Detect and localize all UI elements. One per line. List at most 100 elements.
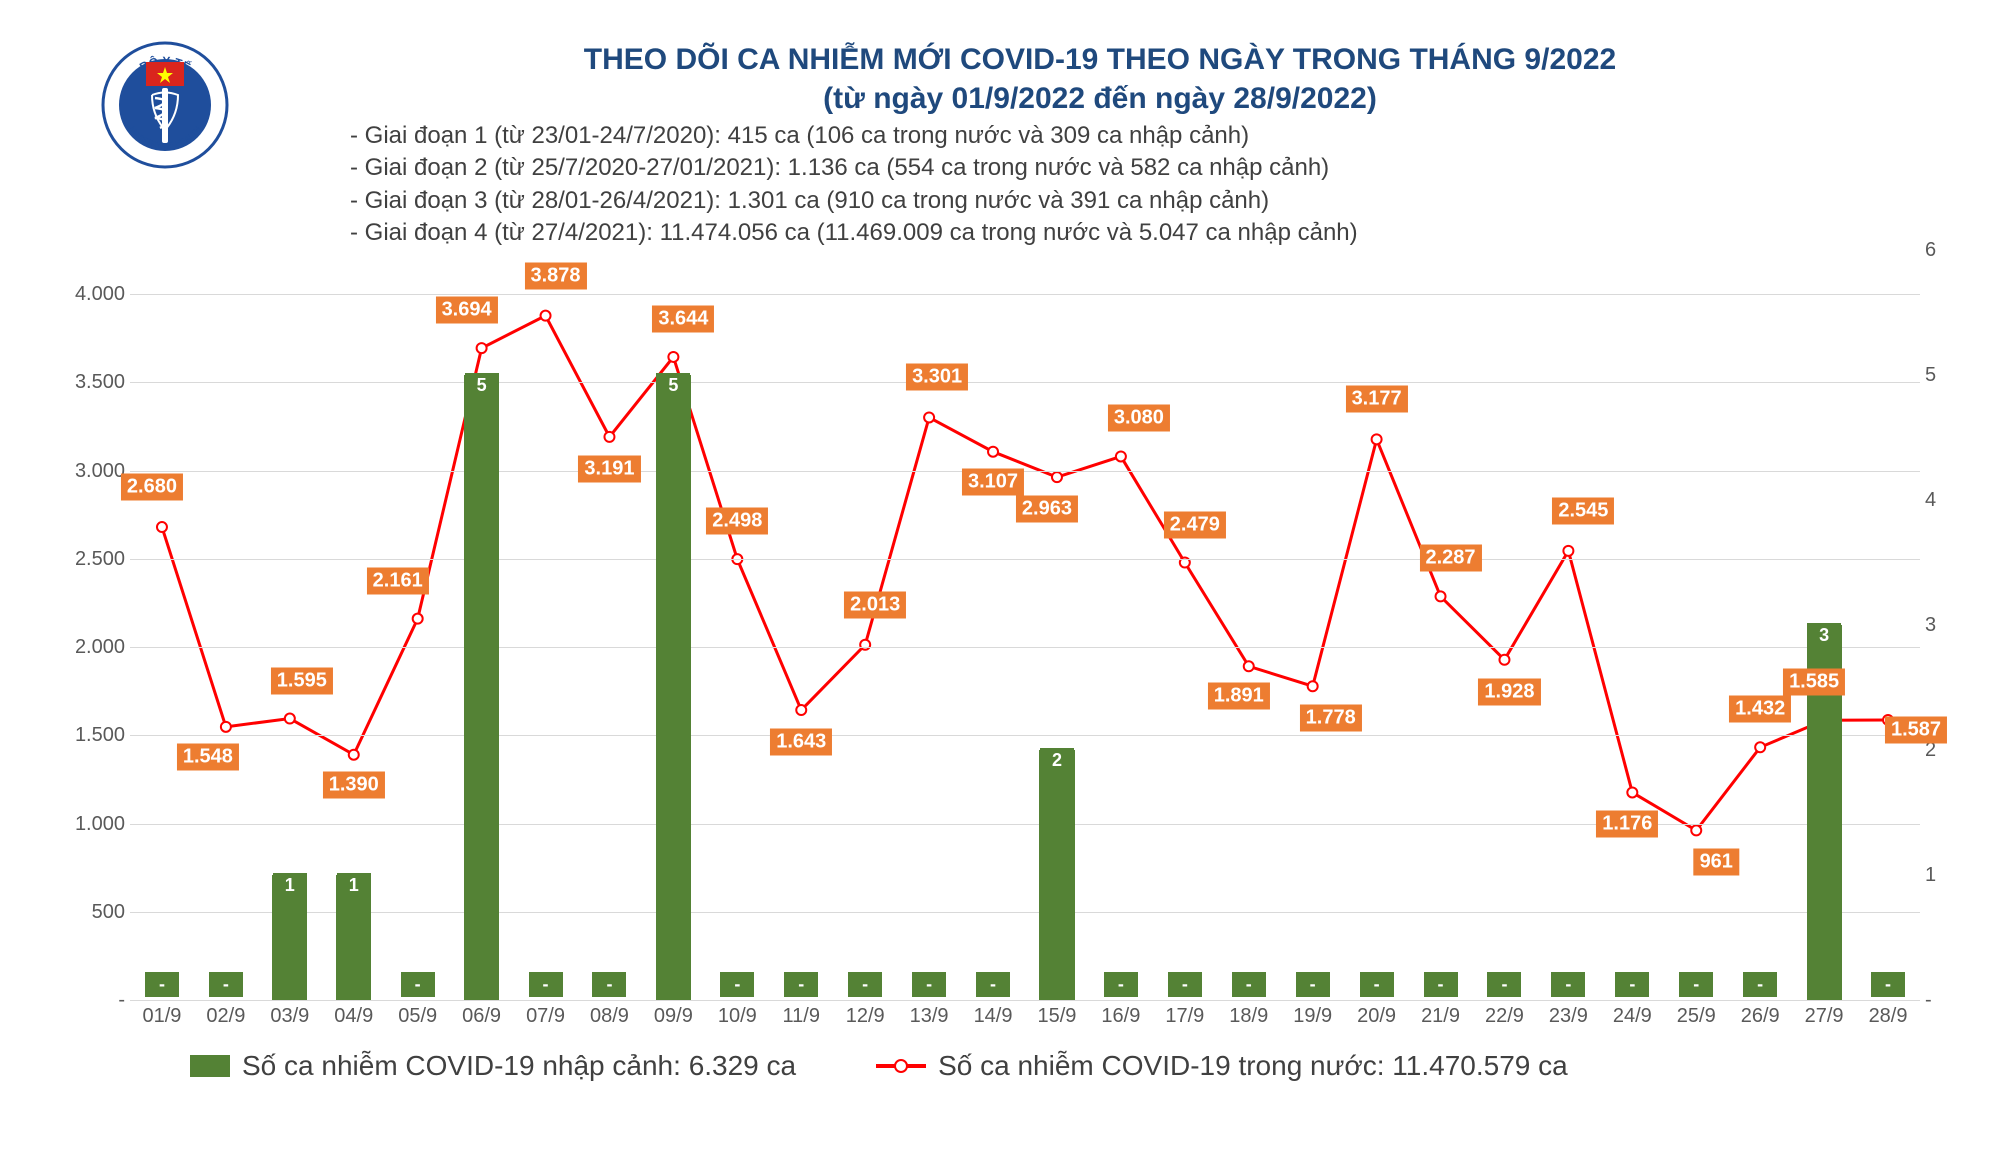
x-tick: 10/9: [718, 1005, 757, 1028]
bar-label: -: [1743, 972, 1777, 997]
bar-label: -: [1232, 972, 1266, 997]
line-label: 1.390: [323, 771, 385, 798]
line-label: 1.928: [1478, 678, 1540, 705]
legend-line-label: Số ca nhiễm COVID-19 trong nước: 11.470.…: [938, 1050, 1568, 1082]
bar-label: -: [1871, 972, 1905, 997]
line-label: 3.177: [1346, 386, 1408, 413]
legend-bar-swatch: [190, 1055, 230, 1077]
x-tick: 11/9: [783, 1005, 820, 1028]
line-label: 2.545: [1552, 497, 1614, 524]
bar-label: -: [1104, 972, 1138, 997]
line-label: 2.479: [1164, 511, 1226, 538]
y-left-tick: 4.000: [70, 283, 125, 306]
bar-label: -: [529, 972, 563, 997]
line-marker: [1627, 787, 1637, 797]
bar-label: 5: [465, 373, 499, 398]
bar-label: -: [1615, 972, 1649, 997]
legend-line-swatch: [876, 1064, 926, 1068]
y-left-tick: 2.000: [70, 636, 125, 659]
line-marker: [860, 640, 870, 650]
x-tick: 25/9: [1677, 1005, 1716, 1028]
bar-label: -: [720, 972, 754, 997]
desc-3: - Giai đoạn 3 (từ 28/01-26/4/2021): 1.30…: [350, 185, 1750, 217]
bar-label: 5: [656, 373, 690, 398]
x-axis: 01/902/903/904/905/906/907/908/909/910/9…: [130, 1005, 1920, 1035]
line-label: 2.963: [1016, 496, 1078, 523]
line-label: 2.161: [367, 567, 429, 594]
line-marker: [1436, 591, 1446, 601]
bar-label: -: [209, 972, 243, 997]
bar-label: 1: [273, 873, 307, 898]
x-tick: 16/9: [1101, 1005, 1140, 1028]
line-label: 3.301: [906, 364, 968, 391]
chart-title: THEO DÕI CA NHIỄM MỚI COVID-19 THEO NGÀY…: [350, 40, 1850, 118]
line-marker: [796, 705, 806, 715]
line-marker: [349, 750, 359, 760]
y-right-tick: 3: [1925, 614, 1965, 637]
legend: Số ca nhiễm COVID-19 nhập cảnh: 6.329 ca…: [190, 1050, 1890, 1082]
bar-label: -: [1551, 972, 1585, 997]
line-label: 1.595: [271, 667, 333, 694]
line-marker: [157, 522, 167, 532]
x-tick: 21/9: [1421, 1005, 1460, 1028]
x-tick: 07/9: [526, 1005, 565, 1028]
x-tick: 02/9: [206, 1005, 245, 1028]
title-line-1: THEO DÕI CA NHIỄM MỚI COVID-19 THEO NGÀY…: [350, 40, 1850, 79]
line-marker: [1308, 681, 1318, 691]
line-label: 3.191: [578, 455, 640, 482]
title-line-2: (từ ngày 01/9/2022 đến ngày 28/9/2022): [350, 79, 1850, 118]
bar-label: -: [1360, 972, 1394, 997]
x-tick: 08/9: [590, 1005, 629, 1028]
bar-label: -: [1296, 972, 1330, 997]
bar-label: -: [145, 972, 179, 997]
x-tick: 06/9: [462, 1005, 501, 1028]
line-marker: [924, 412, 934, 422]
line-label: 3.878: [525, 262, 587, 289]
bar-label: -: [976, 972, 1010, 997]
x-tick: 13/9: [910, 1005, 949, 1028]
y-left-tick: 2.500: [70, 548, 125, 571]
y-left-tick: -: [70, 989, 125, 1012]
line-label: 1.778: [1300, 705, 1362, 732]
line-marker: [988, 447, 998, 457]
y-right-tick: 5: [1925, 364, 1965, 387]
y-left-tick: 1.000: [70, 813, 125, 836]
line-marker: [1755, 742, 1765, 752]
desc-2: - Giai đoạn 2 (từ 25/7/2020-27/01/2021):…: [350, 152, 1750, 184]
line-marker: [477, 343, 487, 353]
line-label: 1.176: [1596, 811, 1658, 838]
x-tick: 12/9: [846, 1005, 885, 1028]
ministry-logo: BỘ Y TẾ MINISTRY OF HEALTH: [100, 40, 230, 170]
line-label: 1.432: [1729, 696, 1791, 723]
y-right-tick: 4: [1925, 489, 1965, 512]
line-label: 961: [1694, 849, 1739, 876]
x-tick: 23/9: [1549, 1005, 1588, 1028]
line-label: 2.680: [121, 474, 183, 501]
x-tick: 05/9: [398, 1005, 437, 1028]
description-block: - Giai đoạn 1 (từ 23/01-24/7/2020): 415 …: [350, 120, 1750, 250]
line-marker: [285, 714, 295, 724]
legend-bar-label: Số ca nhiễm COVID-19 nhập cảnh: 6.329 ca: [242, 1050, 796, 1082]
x-tick: 19/9: [1293, 1005, 1332, 1028]
bar-label: 1: [337, 873, 371, 898]
line-marker: [1244, 661, 1254, 671]
bar-label: -: [592, 972, 626, 997]
legend-line-item: Số ca nhiễm COVID-19 trong nước: 11.470.…: [876, 1050, 1568, 1082]
y-left-tick: 1.500: [70, 724, 125, 747]
bar-label: -: [1487, 972, 1521, 997]
y-axis-right: -123456: [1925, 250, 1965, 1000]
line-label: 2.287: [1420, 545, 1482, 572]
y-right-tick: 6: [1925, 239, 1965, 262]
y-axis-left: -5001.0001.5002.0002.5003.0003.5004.000: [70, 250, 125, 1000]
bar-label: -: [912, 972, 946, 997]
line-label: 1.587: [1885, 716, 1947, 743]
line-marker: [221, 722, 231, 732]
bar-label: 3: [1807, 623, 1841, 648]
line-marker: [1691, 825, 1701, 835]
chart-container: BỘ Y TẾ MINISTRY OF HEALTH THEO DÕI CA N…: [20, 20, 1980, 1132]
line-label: 2.498: [706, 508, 768, 535]
line-marker: [1116, 451, 1126, 461]
line-label: 3.107: [962, 468, 1024, 495]
bar-label: -: [401, 972, 435, 997]
desc-4: - Giai đoạn 4 (từ 27/4/2021): 11.474.056…: [350, 217, 1750, 249]
